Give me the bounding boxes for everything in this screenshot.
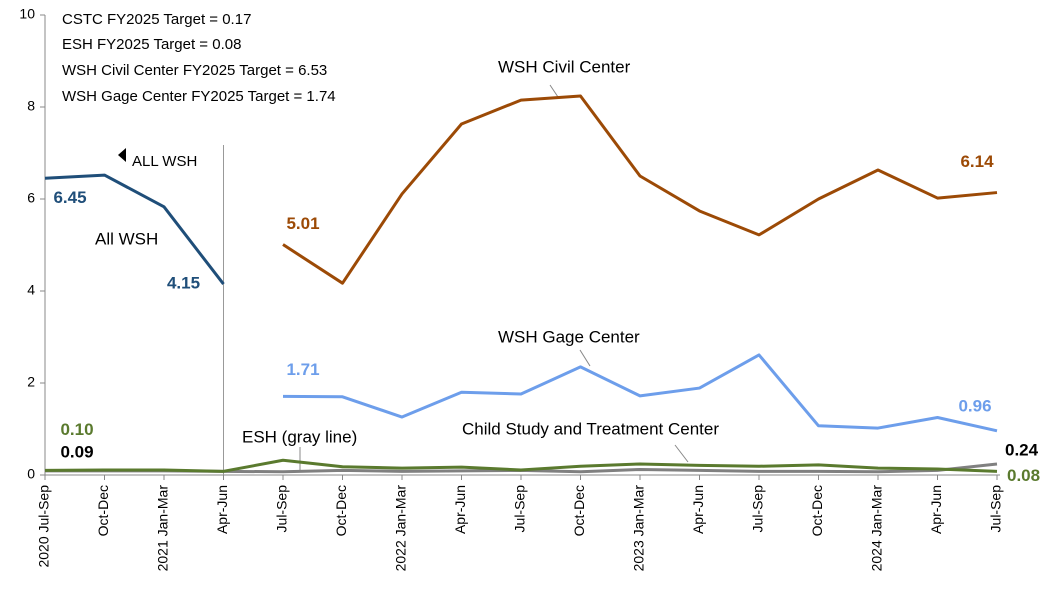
y-tick-label: 2 <box>27 374 35 390</box>
leader-line <box>549 84 559 98</box>
series-line <box>282 94 998 285</box>
series-label: Child Study and Treatment Center <box>462 419 719 438</box>
x-tick-label: Oct-Dec <box>571 485 587 536</box>
x-tick-label: 2023 Jan-Mar <box>631 485 647 572</box>
series-label: ESH (gray line) <box>242 427 357 446</box>
series-line <box>282 353 998 433</box>
y-tick-label: 6 <box>27 190 35 206</box>
data-label: 0.09 <box>60 442 93 461</box>
annotation: WSH Civil Center FY2025 Target = 6.53 <box>62 62 327 79</box>
x-tick-label: Jul-Sep <box>988 485 1004 533</box>
x-tick-label: Jul-Sep <box>750 485 766 533</box>
x-tick-label: Oct-Dec <box>809 485 825 536</box>
data-label: 6.45 <box>53 188 86 207</box>
x-tick-label: 2020 Jul-Sep <box>36 485 52 568</box>
annotation: ESH FY2025 Target = 0.08 <box>62 36 241 53</box>
y-tick-label: 4 <box>27 282 35 298</box>
data-label: 0.96 <box>958 396 991 415</box>
annotation: CSTC FY2025 Target = 0.17 <box>62 11 251 28</box>
x-tick-label: Apr-Jun <box>452 485 468 534</box>
x-tick-label: Jul-Sep <box>512 485 528 533</box>
leader-line <box>579 349 591 367</box>
x-tick-label: Apr-Jun <box>214 485 230 534</box>
series-line <box>44 173 225 286</box>
data-label: 1.71 <box>286 360 319 379</box>
x-tick-label: Jul-Sep <box>274 485 290 533</box>
series-label: All WSH <box>95 229 158 248</box>
x-tick-label: Oct-Dec <box>333 485 349 536</box>
series-label: WSH Civil Center <box>498 57 631 76</box>
data-label: 0.24 <box>1005 440 1039 459</box>
x-tick-label: Oct-Dec <box>95 485 111 536</box>
data-label: 5.01 <box>286 214 319 233</box>
x-tick-label: 2024 Jan-Mar <box>869 485 885 572</box>
y-tick-label: 8 <box>27 98 35 114</box>
x-tick-label: Apr-Jun <box>928 485 944 534</box>
data-label: 0.08 <box>1007 466 1040 485</box>
x-tick-label: 2021 Jan-Mar <box>155 485 171 572</box>
y-tick-label: 0 <box>27 466 35 482</box>
x-tick-label: Apr-Jun <box>690 485 706 534</box>
annotation: WSH Gage Center FY2025 Target = 1.74 <box>62 88 336 105</box>
data-label: 0.10 <box>60 420 93 439</box>
leader-line <box>674 444 689 463</box>
series-label: WSH Gage Center <box>498 327 640 346</box>
data-label: 4.15 <box>167 274 200 293</box>
annotation: ALL WSH <box>132 153 197 170</box>
series-line <box>44 458 998 473</box>
arrow-icon <box>118 148 126 162</box>
x-tick-label: 2022 Jan-Mar <box>393 485 409 572</box>
y-tick-label: 10 <box>19 6 35 22</box>
data-label: 6.14 <box>960 152 994 171</box>
